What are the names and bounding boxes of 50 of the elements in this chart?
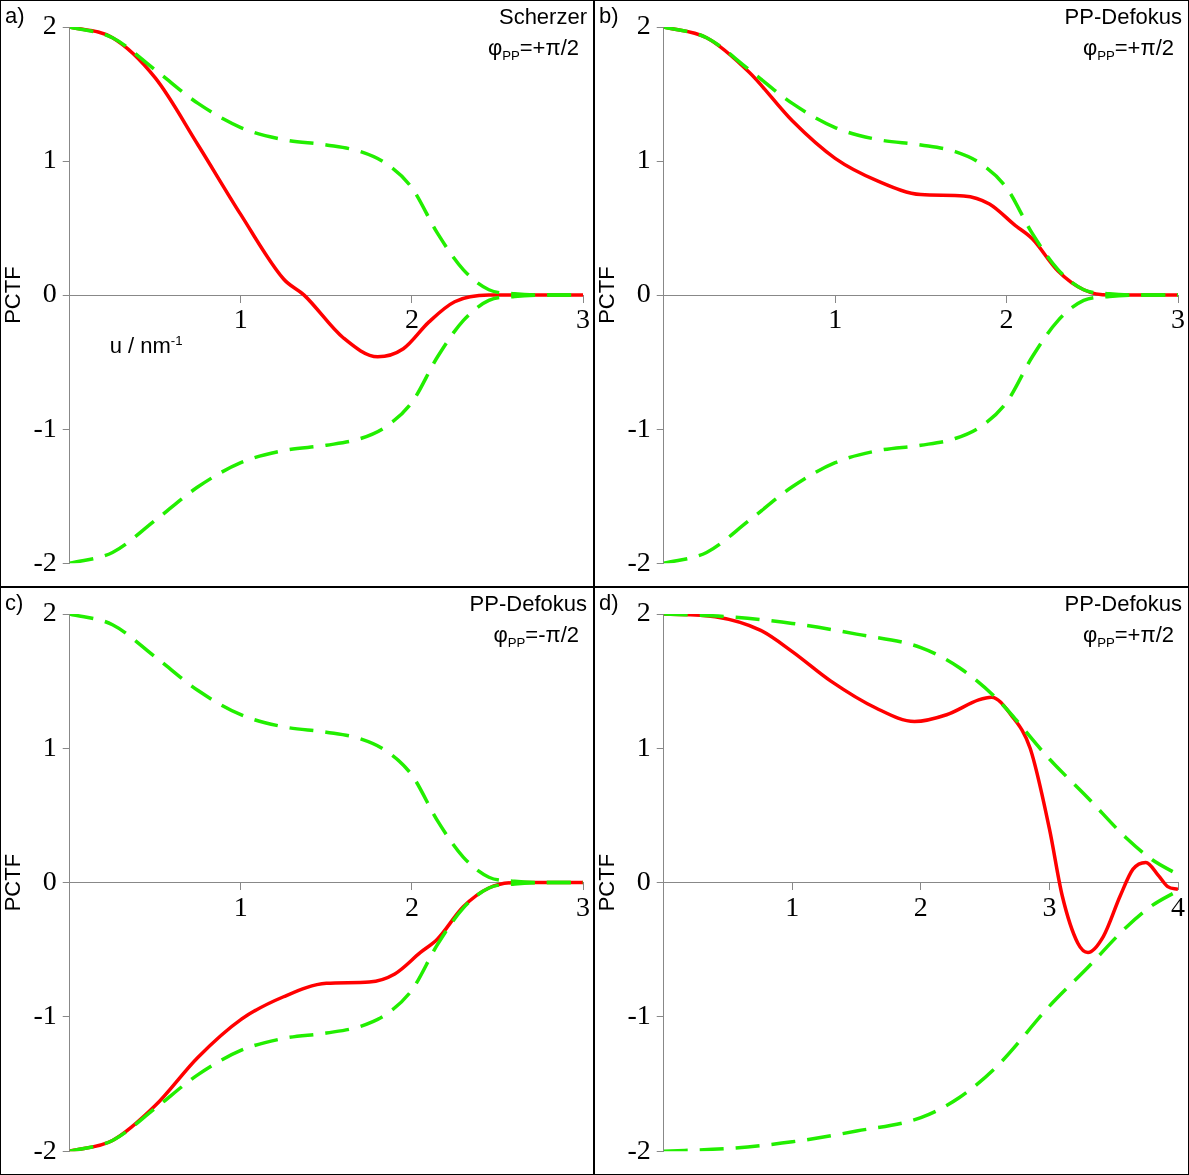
chart-subtitle: φ$_{PP}$=+π/2: [1082, 35, 1174, 64]
x-tick-label: 1: [828, 303, 843, 335]
y-tick-label: -1: [33, 999, 57, 1031]
y-axis-title: PCTF: [0, 853, 26, 912]
x-tick-label: 1: [785, 890, 800, 922]
y-tick-label: -1: [627, 999, 651, 1031]
y-tick-label: -2: [33, 1133, 57, 1165]
y-axis-title: PCTF: [594, 266, 620, 324]
chart-title: Scherzer: [498, 3, 587, 31]
y-axis-title: PCTF: [0, 266, 26, 324]
chart-subtitle: φ$_{PP}$=-π/2: [493, 622, 579, 651]
y-tick-label: 0: [636, 864, 651, 896]
x-tick-label: 1: [233, 890, 248, 922]
y-tick-label: 2: [636, 9, 651, 41]
y-tick-label: 0: [42, 864, 57, 896]
x-tick-label: 3: [1171, 303, 1185, 335]
chart-subtitle: φ$_{PP}$=+π/2: [1082, 622, 1174, 651]
chart-title: PP-Defokus: [1064, 3, 1182, 31]
text: c): [5, 590, 24, 616]
y-tick-label: -1: [33, 411, 57, 443]
x-tick-label: 2: [999, 303, 1014, 335]
chart-subtitle: φ$_{PP}$=+π/2: [487, 35, 579, 64]
x-tick-label: 3: [1042, 890, 1057, 922]
x-tick-label: 3: [576, 890, 590, 922]
y-tick-label: 1: [42, 143, 57, 175]
chart-title: PP-Defokus: [469, 590, 587, 618]
x-tick-label: 2: [404, 890, 419, 922]
y-tick-label: -2: [627, 1133, 651, 1165]
x-tick-label: 1: [233, 303, 248, 335]
y-tick-label: 2: [42, 9, 57, 41]
y-tick-label: -2: [627, 545, 651, 577]
y-tick-label: 1: [636, 143, 651, 175]
y-axis-title: PCTF: [594, 853, 620, 912]
text: a): [5, 3, 25, 29]
x-tick-label: 2: [913, 890, 928, 922]
y-tick-label: -2: [33, 545, 57, 577]
x-tick-label: 3: [576, 303, 590, 335]
chart-title: PP-Defokus: [1064, 590, 1182, 618]
y-tick-label: -1: [627, 411, 651, 443]
x-tick-label: 2: [404, 303, 419, 335]
y-tick-label: 2: [636, 596, 651, 628]
text: d): [599, 590, 619, 616]
y-tick-label: 0: [42, 277, 57, 309]
x-axis-title: u / nm$^{-1}$: [109, 333, 183, 360]
x-tick-label: 4: [1171, 890, 1185, 922]
y-tick-label: 1: [42, 730, 57, 762]
text: b): [599, 3, 619, 29]
y-tick-label: 1: [636, 730, 651, 762]
y-tick-label: 0: [636, 277, 651, 309]
y-tick-label: 2: [42, 596, 57, 628]
